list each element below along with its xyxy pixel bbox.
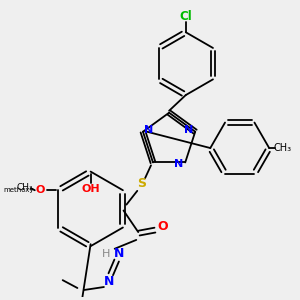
Text: methoxy: methoxy	[4, 187, 34, 193]
Text: O: O	[158, 220, 168, 233]
Text: N: N	[174, 159, 183, 170]
Text: S: S	[137, 178, 146, 190]
Text: CH₃: CH₃	[16, 183, 33, 192]
Text: Cl: Cl	[179, 10, 192, 23]
Text: O: O	[36, 185, 45, 195]
Text: H: H	[102, 249, 110, 259]
Text: OH: OH	[81, 184, 100, 194]
Text: N: N	[184, 125, 193, 135]
Text: N: N	[113, 247, 124, 260]
Text: CH₃: CH₃	[274, 143, 292, 153]
Text: N: N	[144, 125, 154, 135]
Text: N: N	[103, 274, 114, 288]
